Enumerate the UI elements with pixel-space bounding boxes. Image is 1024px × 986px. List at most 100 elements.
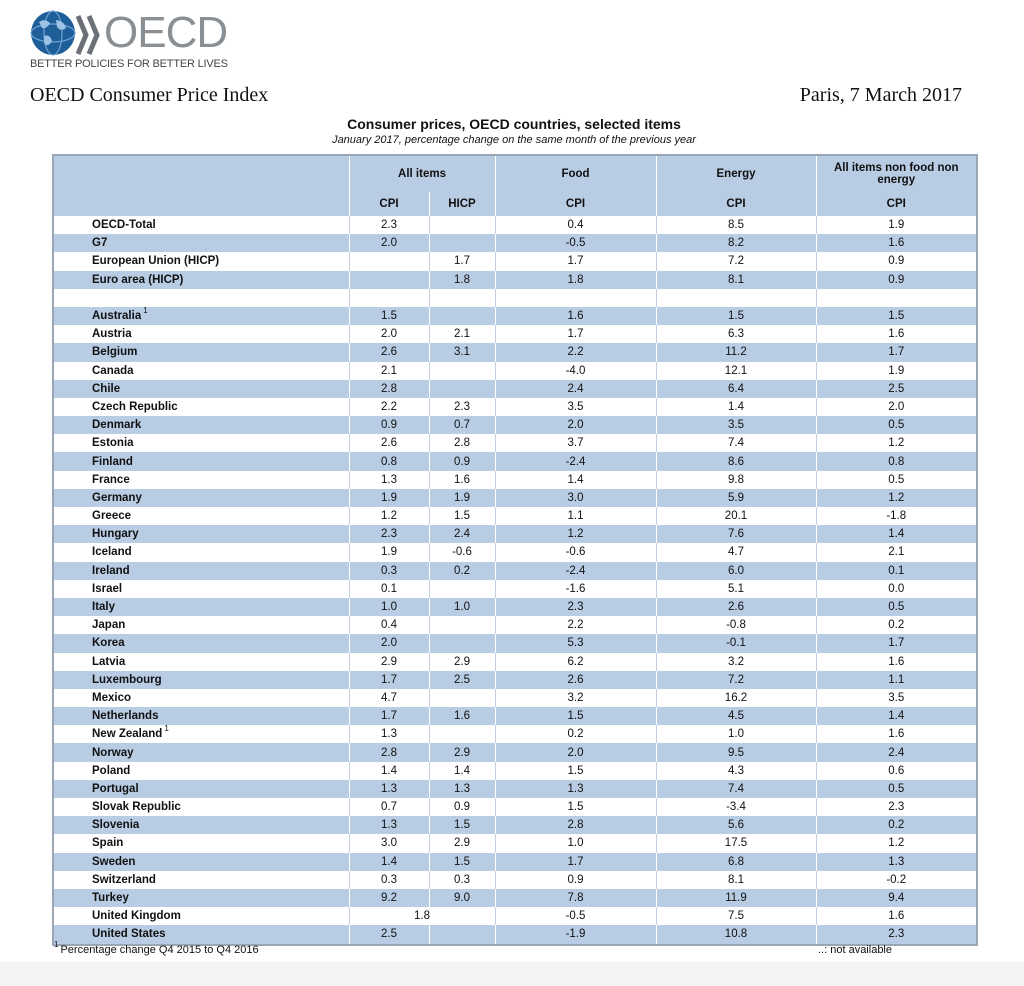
- cell-food-cpi: 3.0: [494, 488, 656, 507]
- chevron-icon: [76, 15, 100, 55]
- cell-food-cpi: 1.6: [494, 306, 656, 326]
- page-bottom-band: [0, 962, 1024, 986]
- header-core-cpi: CPI: [815, 192, 977, 216]
- cell-food-cpi: -2.4: [494, 561, 656, 580]
- table-row: Finland 0.8 0.9 -2.4 8.6 0.8: [53, 452, 977, 471]
- row-country-label: Turkey: [92, 892, 129, 905]
- cell-all-items-cpi: 3.0: [348, 834, 429, 853]
- row-country-label: Poland: [92, 764, 131, 777]
- row-country-label: Portugal: [92, 782, 139, 795]
- cell-food-cpi: 1.7: [494, 325, 656, 344]
- cell-all-items-hicp: [428, 216, 495, 235]
- cell-all-items-cpi: [348, 270, 429, 289]
- cell-all-items-cpi: 1.3: [348, 725, 429, 744]
- header-country: [53, 155, 349, 192]
- cell-energy-cpi: 1.5: [655, 306, 816, 326]
- cell-all-items-hicp: 0.2: [428, 561, 495, 580]
- cell-food-cpi: 1.1: [494, 507, 656, 526]
- cell-energy-cpi: 6.4: [655, 379, 816, 398]
- cell-energy-cpi: 12.1: [655, 361, 816, 380]
- row-country-label: European Union (HICP): [92, 255, 220, 268]
- row-country: Norway: [53, 743, 349, 762]
- cell-energy-cpi: 5.6: [655, 816, 816, 835]
- cell-food-cpi: 1.3: [494, 779, 656, 798]
- cell-food-cpi: 0.9: [494, 870, 656, 889]
- cell-core-cpi: 0.9: [815, 252, 977, 271]
- row-country-label: Slovenia: [92, 819, 140, 832]
- cell-all-items-hicp: 1.8: [428, 270, 495, 289]
- cell-core-cpi: [815, 288, 977, 307]
- table-row: Poland 1.4 1.4 1.5 4.3 0.6: [53, 761, 977, 780]
- cell-all-items-hicp: 0.9: [428, 798, 495, 817]
- row-country-label: Latvia: [92, 655, 126, 668]
- row-country: Slovak Republic: [53, 798, 349, 817]
- cell-all-items-cpi: 1.3: [348, 816, 429, 835]
- table-row: Japan 0.4 2.2 -0.8 0.2: [53, 616, 977, 635]
- cell-energy-cpi: -3.4: [655, 798, 816, 817]
- cell-all-items-hicp: [428, 234, 495, 253]
- row-country: Germany: [53, 488, 349, 507]
- cell-food-cpi: [494, 288, 656, 307]
- cell-all-items-cpi: 1.2: [348, 507, 429, 526]
- cell-core-cpi: 1.5: [815, 306, 977, 326]
- table-row: Greece 1.2 1.5 1.1 20.1 -1.8: [53, 507, 977, 526]
- cell-core-cpi: 3.5: [815, 688, 977, 708]
- cell-food-cpi: -4.0: [494, 361, 656, 380]
- row-country-label: Finland: [92, 455, 133, 468]
- table-row: Hungary 2.3 2.4 1.2 7.6 1.4: [53, 525, 977, 544]
- cell-energy-cpi: -0.1: [655, 634, 816, 653]
- row-country-label: Norway: [92, 746, 134, 759]
- cell-energy-cpi: 1.0: [655, 725, 816, 744]
- header-energy-cpi: CPI: [655, 192, 816, 216]
- cell-food-cpi: 6.2: [494, 652, 656, 671]
- cell-energy-cpi: 8.6: [655, 452, 816, 471]
- row-country-label: Switzerland: [92, 873, 156, 886]
- row-country: Czech Republic: [53, 397, 349, 417]
- cell-energy-cpi: 9.8: [655, 470, 816, 489]
- row-country-label: Belgium: [92, 346, 138, 359]
- table-row: Iceland 1.9 -0.6 -0.6 4.7 2.1: [53, 543, 977, 562]
- cell-core-cpi: 0.5: [815, 779, 977, 798]
- cell-core-cpi: 1.2: [815, 834, 977, 853]
- table-row: Luxembourg 1.7 2.5 2.6 7.2 1.1: [53, 670, 977, 689]
- cell-all-items-cpi: 1.3: [348, 779, 429, 798]
- cell-all-items-hicp: 1.5: [428, 507, 495, 526]
- row-country-label: G7: [92, 237, 108, 250]
- cell-all-items-cpi: 0.4: [348, 616, 429, 635]
- table-row: Austria 2.0 2.1 1.7 6.3 1.6: [53, 325, 977, 344]
- cell-food-cpi: -0.6: [494, 543, 656, 562]
- cell-all-items-cpi: 2.6: [348, 343, 429, 362]
- cell-core-cpi: 9.4: [815, 888, 977, 908]
- cell-all-items-hicp: 1.6: [428, 707, 495, 726]
- cell-energy-cpi: [655, 288, 816, 307]
- row-country: Austria: [53, 325, 349, 344]
- row-country-label: Luxembourg: [92, 673, 162, 686]
- cell-core-cpi: 1.6: [815, 725, 977, 744]
- cell-core-cpi: -1.8: [815, 507, 977, 526]
- cell-core-cpi: 0.5: [815, 416, 977, 435]
- table-row: Chile 2.8 2.4 6.4 2.5: [53, 379, 977, 398]
- cell-core-cpi: 0.6: [815, 761, 977, 780]
- cell-energy-cpi: 6.0: [655, 561, 816, 580]
- cell-all-items-hicp: [428, 379, 495, 398]
- cell-core-cpi: 1.6: [815, 907, 977, 926]
- table-row: Sweden 1.4 1.5 1.7 6.8 1.3: [53, 852, 977, 871]
- cell-food-cpi: 1.8: [494, 270, 656, 289]
- cell-all-items-cpi: 0.3: [348, 870, 429, 889]
- cell-food-cpi: 0.2: [494, 725, 656, 744]
- row-country: Spain: [53, 834, 349, 853]
- row-country-label: Mexico: [92, 691, 131, 704]
- cell-food-cpi: 5.3: [494, 634, 656, 653]
- row-country: Israel: [53, 579, 349, 598]
- cell-energy-cpi: 7.2: [655, 252, 816, 271]
- cell-all-items-hicp: 1.0: [428, 597, 495, 617]
- footnote-ref: 1: [164, 724, 169, 734]
- row-country-label: United Kingdom: [92, 910, 181, 923]
- cell-all-items-cpi: 1.0: [348, 597, 429, 617]
- row-country: Canada: [53, 361, 349, 380]
- row-country-label: Ireland: [92, 564, 130, 577]
- footnote-ref: 1: [143, 306, 148, 316]
- row-country: Australia 1: [53, 306, 349, 326]
- table-row: Israel 0.1 -1.6 5.1 0.0: [53, 579, 977, 598]
- cell-all-items-hicp: [428, 306, 495, 326]
